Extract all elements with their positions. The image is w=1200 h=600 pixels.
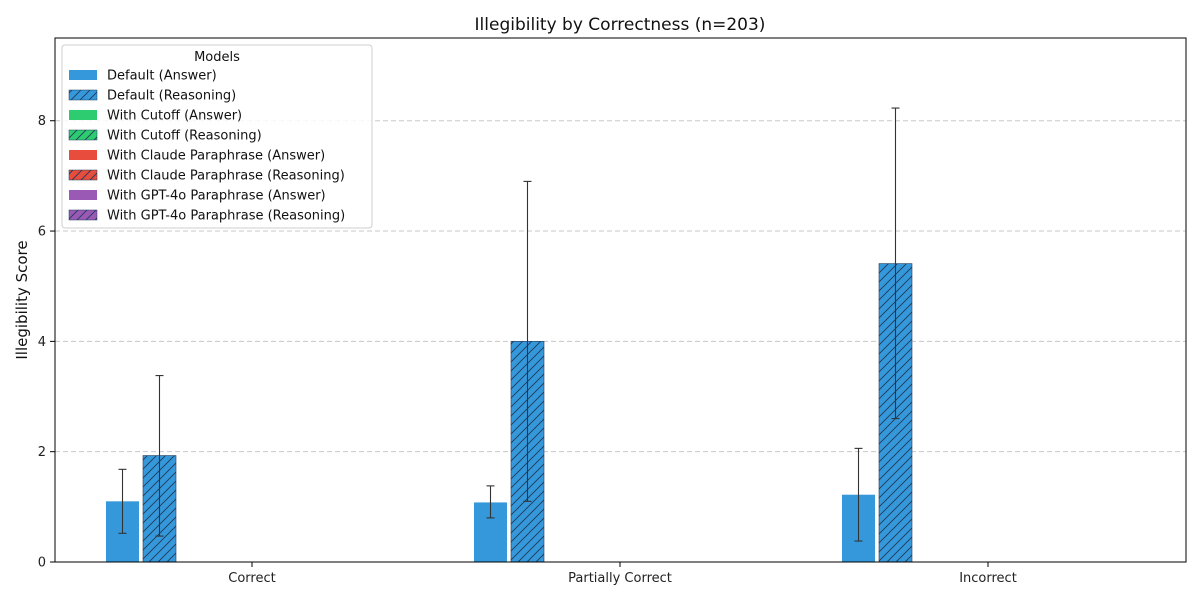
y-tick-label: 6	[38, 225, 46, 240]
y-tick-label: 2	[38, 445, 46, 460]
x-tick-label: Partially Correct	[568, 571, 672, 586]
legend-swatch	[69, 150, 97, 160]
legend-swatch	[68, 169, 98, 181]
legend-swatch	[68, 209, 98, 221]
legend: Models Default (Answer) Default (Reasoning…	[61, 44, 373, 229]
y-tick-label: 0	[38, 556, 46, 571]
legend-title: Models	[194, 50, 240, 65]
bars	[106, 263, 913, 563]
x-tick-label: Incorrect	[959, 571, 1017, 586]
y-tick-label: 8	[38, 114, 46, 129]
legend-entry: Default (Answer)	[107, 69, 217, 84]
x-tick-label: Correct	[228, 571, 275, 586]
legend-swatch	[68, 129, 98, 141]
legend-entry: With GPT-4o Paraphrase (Answer)	[107, 189, 326, 204]
legend-swatch	[68, 89, 98, 101]
legend-swatch	[69, 70, 97, 80]
legend-entry: Default (Reasoning)	[107, 89, 236, 104]
legend-entry: With Cutoff (Reasoning)	[107, 129, 262, 144]
legend-swatch	[69, 110, 97, 120]
chart-title: Illegibility by Correctness (n=203)	[475, 15, 766, 35]
legend-box	[61, 44, 373, 229]
y-axis-ticks: 0 2 4 6 8	[38, 114, 55, 571]
legend-swatch	[69, 190, 97, 200]
y-tick-label: 4	[38, 335, 46, 350]
y-axis-label: Illegibility Score	[13, 240, 31, 359]
legend-entry: With Cutoff (Answer)	[107, 109, 242, 124]
legend-entry: With GPT-4o Paraphrase (Reasoning)	[107, 209, 345, 224]
error-bars	[118, 107, 900, 542]
legend-entry: With Claude Paraphrase (Reasoning)	[107, 169, 345, 184]
x-axis-ticks: Correct Partially Correct Incorrect	[228, 562, 1017, 586]
legend-entry: With Claude Paraphrase (Answer)	[107, 149, 325, 164]
